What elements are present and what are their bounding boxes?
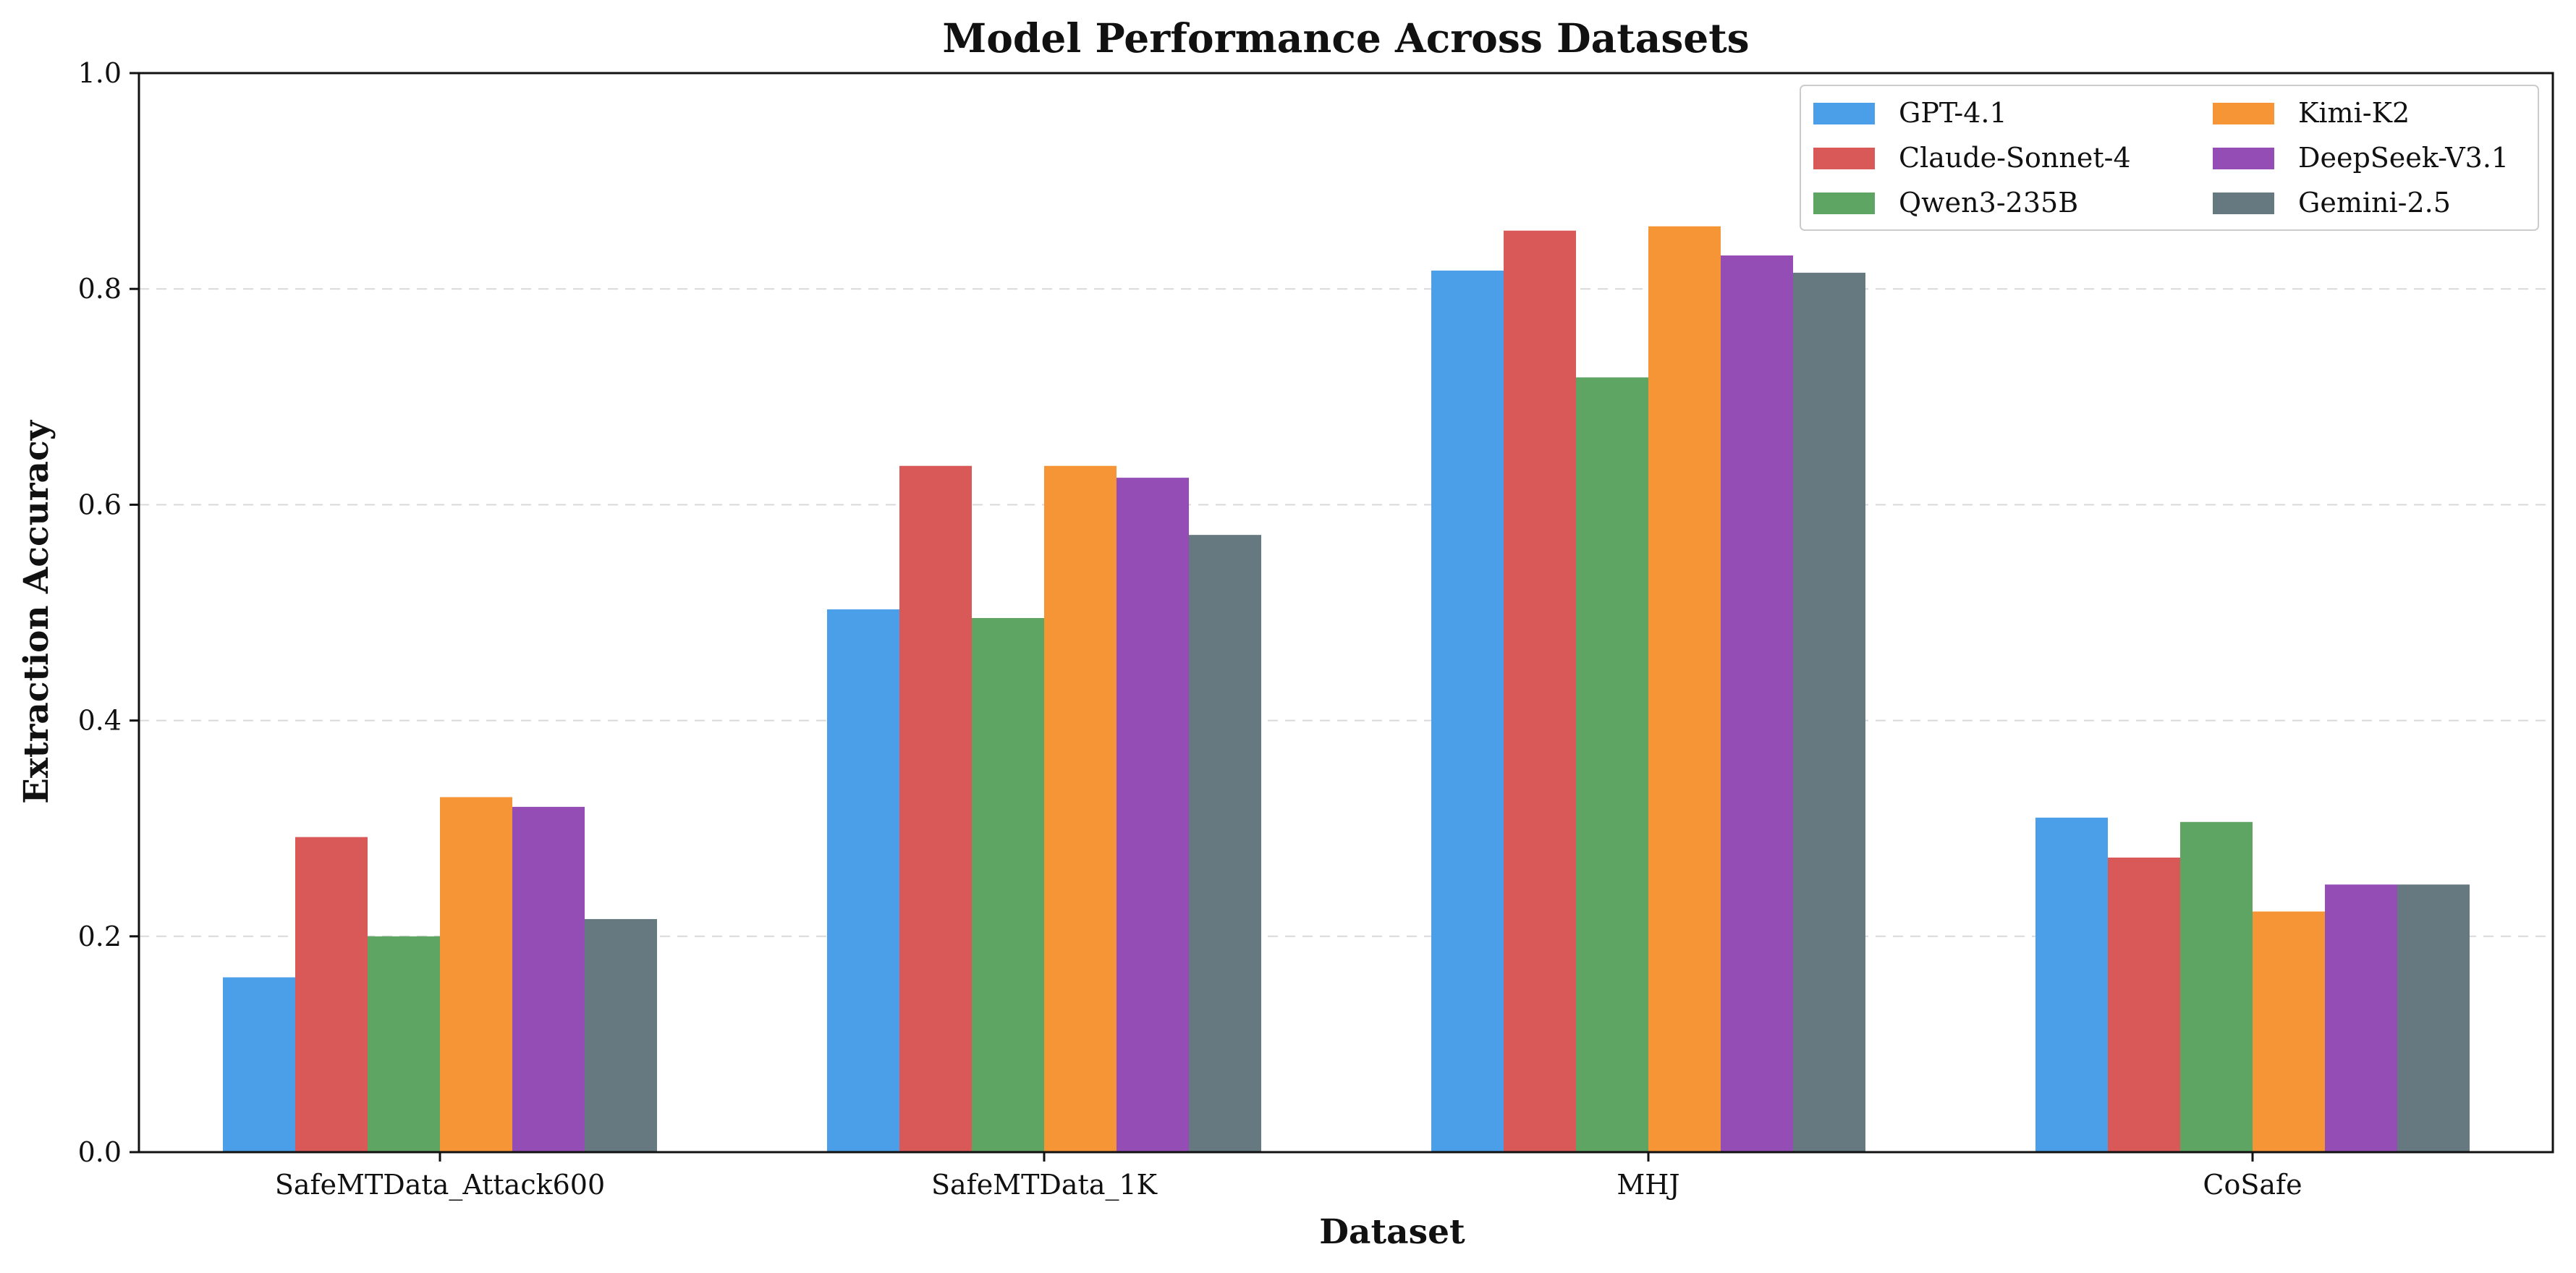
y-tick-label: 0.8 (78, 273, 122, 305)
bar (1044, 465, 1117, 1152)
y-tick-label: 0.0 (78, 1136, 122, 1168)
bar (899, 465, 972, 1152)
bar (1648, 226, 1721, 1153)
bar (295, 837, 368, 1152)
bar (2253, 911, 2325, 1152)
legend-swatch (2213, 103, 2274, 124)
bar (1793, 272, 1865, 1153)
legend-swatch (2213, 193, 2274, 214)
legend-swatch (1813, 193, 1875, 214)
legend-label: Qwen3-235B (1899, 187, 2078, 219)
bars (223, 226, 2470, 1153)
bar (2397, 884, 2470, 1152)
legend: GPT-4.1 Claude-Sonnet-4 Qwen3-235B Kimi-K2 D… (1800, 85, 2539, 231)
y-tick-label: 0.4 (78, 705, 122, 737)
bar (512, 806, 585, 1152)
x-tick-label: CoSafe (2203, 1169, 2302, 1201)
bar (1721, 255, 1793, 1152)
bar (1504, 230, 1576, 1152)
x-tick-label: MHJ (1617, 1169, 1679, 1201)
legend-label: Gemini-2.5 (2298, 187, 2451, 219)
x-axis-label: Dataset (1319, 1212, 1465, 1252)
bar (1189, 535, 1261, 1152)
bar (2180, 821, 2253, 1152)
legend-label: Claude-Sonnet-4 (1899, 142, 2131, 174)
bar (223, 977, 295, 1152)
bar (1431, 270, 1504, 1152)
bar (827, 609, 899, 1152)
y-tick-label: 1.0 (78, 57, 122, 89)
bar (1576, 377, 1648, 1153)
legend-label: DeepSeek-V3.1 (2298, 142, 2509, 174)
y-tick-label: 0.6 (78, 489, 122, 520)
bar (440, 797, 512, 1152)
y-tick-label: 0.2 (78, 921, 122, 952)
bar (972, 617, 1044, 1152)
plot-frame (137, 72, 2554, 1154)
bar (2325, 884, 2397, 1152)
chart-title: Model Performance Across Datasets (942, 14, 1749, 62)
legend-swatch (2213, 148, 2274, 169)
bar (585, 918, 657, 1152)
bar (2035, 817, 2108, 1152)
bar (1117, 478, 1189, 1152)
legend-label: Kimi-K2 (2298, 97, 2410, 129)
x-axis: SafeMTData_Attack600 SafeMTData_1K MHJ CoSa… (275, 1152, 2302, 1201)
bar (2108, 857, 2180, 1152)
x-tick-label: SafeMTData_1K (931, 1169, 1158, 1201)
legend-label: GPT-4.1 (1899, 97, 2007, 129)
legend-swatch (1813, 103, 1875, 124)
legend-box (1800, 85, 2539, 231)
legend-swatch (1813, 148, 1875, 169)
x-tick-label: SafeMTData_Attack600 (275, 1169, 605, 1201)
bar (368, 936, 440, 1152)
y-axis-label: Extraction Accuracy (17, 419, 56, 804)
y-axis: 0.0 0.2 0.4 0.6 0.8 1.0 (78, 57, 139, 1168)
